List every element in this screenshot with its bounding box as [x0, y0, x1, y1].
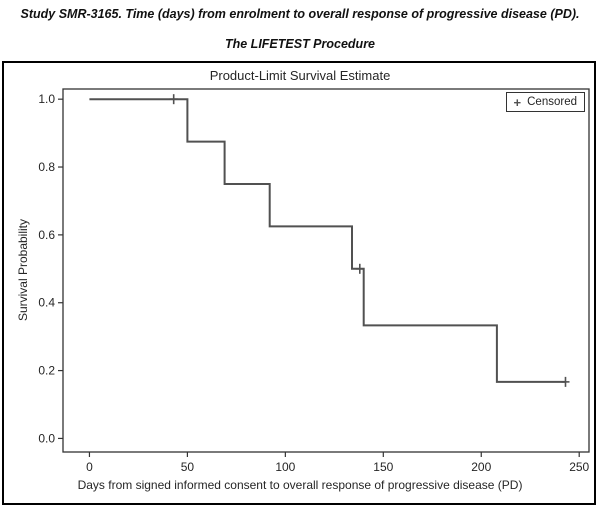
plot-wall [62, 88, 590, 453]
x-tick-label: 50 [181, 460, 195, 474]
y-tick-label: 0.8 [38, 160, 55, 174]
figure-frame [2, 61, 596, 505]
x-tick-label: 150 [373, 460, 393, 474]
document-title: Study SMR-3165. Time (days) from enrolme… [20, 7, 580, 21]
chart-title: Product-Limit Survival Estimate [209, 68, 391, 83]
y-tick-label: 0.6 [38, 228, 55, 242]
y-tick-label: 1.0 [38, 92, 55, 106]
censored-marker-icon: + [513, 94, 522, 110]
x-tick-label: 100 [275, 460, 295, 474]
x-tick-label: 0 [86, 460, 93, 474]
y-tick-label: 0.2 [38, 364, 55, 378]
x-tick-label: 250 [569, 460, 589, 474]
x-axis-label: Days from signed informed consent to ove… [77, 478, 523, 492]
x-tick-label: 200 [471, 460, 491, 474]
y-tick-label: 0.4 [38, 296, 55, 310]
legend-box: + Censored [505, 92, 585, 112]
survival-step-curve [89, 98, 566, 383]
legend-label: Censored [527, 96, 577, 108]
procedure-title: The LIFETEST Procedure [224, 37, 376, 51]
y-tick-label: 0.0 [38, 431, 55, 445]
